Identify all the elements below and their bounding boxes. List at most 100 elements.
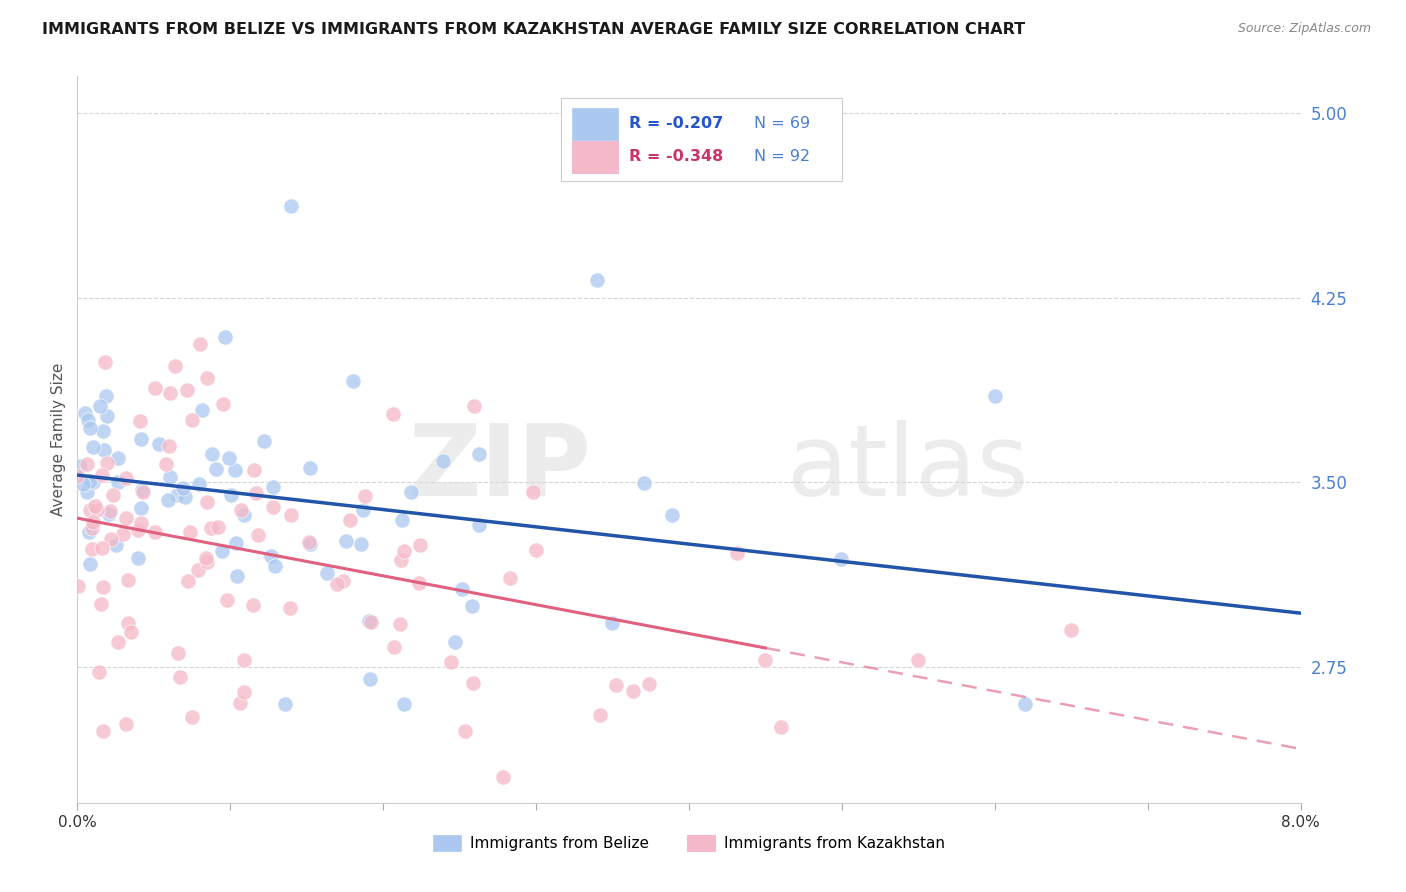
Point xyxy=(105,538,128,552)
Point xyxy=(633,476,655,491)
Point xyxy=(326,577,349,591)
Point xyxy=(93,443,115,458)
Point xyxy=(389,553,412,567)
Point xyxy=(180,710,202,724)
Point xyxy=(132,485,155,500)
Point xyxy=(131,483,153,498)
Point xyxy=(159,470,181,484)
Point xyxy=(91,541,114,555)
Point xyxy=(195,495,218,509)
Point xyxy=(232,653,254,667)
Point xyxy=(181,413,204,427)
Point xyxy=(214,330,236,344)
Point xyxy=(157,493,180,508)
Point xyxy=(91,724,114,739)
Point xyxy=(280,508,302,522)
Point xyxy=(332,574,354,588)
Point xyxy=(169,670,191,684)
Point xyxy=(200,521,222,535)
Point xyxy=(100,532,122,546)
Point xyxy=(107,450,129,465)
Point xyxy=(112,527,135,541)
Y-axis label: Average Family Size: Average Family Size xyxy=(51,363,66,516)
Point xyxy=(232,685,254,699)
Point xyxy=(262,500,284,514)
Point xyxy=(187,477,209,491)
Point xyxy=(114,511,136,525)
Point xyxy=(224,463,246,477)
Point xyxy=(353,490,375,504)
Point xyxy=(82,521,104,535)
Point xyxy=(145,381,167,395)
Point xyxy=(461,676,484,690)
Point xyxy=(79,503,101,517)
Point xyxy=(298,534,321,549)
Point xyxy=(117,616,139,631)
Legend: Immigrants from Belize, Immigrants from Kazakhstan: Immigrants from Belize, Immigrants from … xyxy=(427,829,950,857)
Point xyxy=(127,523,149,537)
Point xyxy=(195,370,218,384)
Point xyxy=(87,665,110,679)
Point xyxy=(468,447,491,461)
Point xyxy=(384,640,406,654)
Point xyxy=(443,635,465,649)
Point xyxy=(212,397,235,411)
Point xyxy=(229,697,252,711)
Point xyxy=(79,475,101,489)
Point xyxy=(463,399,485,413)
Point xyxy=(128,414,150,428)
Point xyxy=(262,480,284,494)
Point xyxy=(907,653,929,667)
Point xyxy=(107,634,129,648)
Point xyxy=(211,544,233,558)
Point xyxy=(98,508,121,522)
Point xyxy=(233,508,256,523)
Point xyxy=(605,678,627,692)
Point xyxy=(66,469,89,483)
Point xyxy=(242,598,264,612)
Point xyxy=(103,488,125,502)
Point xyxy=(73,406,96,420)
Point xyxy=(408,539,430,553)
Point xyxy=(339,513,361,527)
Point xyxy=(157,439,180,453)
Point xyxy=(91,425,114,439)
Text: R = -0.348: R = -0.348 xyxy=(628,149,723,164)
Point xyxy=(79,421,101,435)
Point xyxy=(76,457,98,471)
Point xyxy=(725,546,748,560)
Point xyxy=(352,503,374,517)
Point xyxy=(522,484,544,499)
Point xyxy=(89,399,111,413)
Text: IMMIGRANTS FROM BELIZE VS IMMIGRANTS FROM KAZAKHSTAN AVERAGE FAMILY SIZE CORRELA: IMMIGRANTS FROM BELIZE VS IMMIGRANTS FRO… xyxy=(42,22,1025,37)
Point xyxy=(621,683,644,698)
Point xyxy=(131,500,153,515)
Point xyxy=(215,593,238,607)
Point xyxy=(98,504,121,518)
Text: N = 92: N = 92 xyxy=(754,149,810,164)
Point xyxy=(96,456,118,470)
FancyBboxPatch shape xyxy=(571,141,619,172)
Point xyxy=(278,601,301,615)
Point xyxy=(492,770,515,784)
FancyBboxPatch shape xyxy=(571,108,619,140)
Point xyxy=(115,471,138,485)
Point xyxy=(225,569,247,583)
Text: R = -0.207: R = -0.207 xyxy=(628,116,723,131)
Point xyxy=(381,407,404,421)
Point xyxy=(298,460,321,475)
Point xyxy=(299,537,322,551)
Point xyxy=(273,697,295,711)
Point xyxy=(408,575,430,590)
Point xyxy=(163,359,186,373)
Point xyxy=(177,574,200,588)
Point xyxy=(84,500,107,514)
Point xyxy=(432,453,454,467)
Point xyxy=(69,458,91,473)
Point xyxy=(342,374,364,388)
Point xyxy=(82,440,104,454)
Point xyxy=(357,614,380,628)
Point xyxy=(94,389,117,403)
Point xyxy=(174,490,197,504)
Point xyxy=(127,551,149,566)
